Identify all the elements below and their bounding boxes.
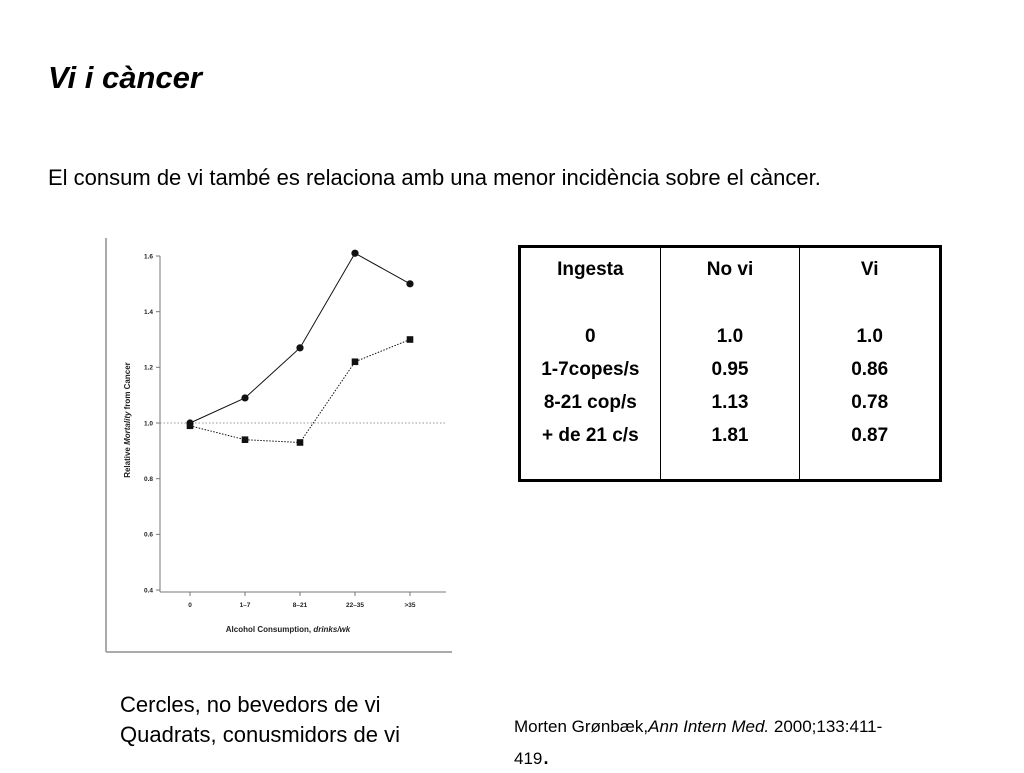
x-axis-label-unit: drinks/wk [313, 625, 350, 634]
x-tick-label: >35 [404, 602, 415, 609]
table-cell: 8-21 cop/s [543, 392, 637, 413]
circle-marker [351, 249, 359, 257]
x-tick-label: 1–7 [240, 602, 251, 609]
y-axis-label: Relative Mortality from Cancer [123, 362, 132, 478]
citation-ref-end: 419 [514, 749, 543, 768]
circle-marker [241, 394, 249, 402]
citation: Morten Grønbæk,Ann Intern Med. 2000;133:… [514, 713, 954, 773]
y-tick-label: 1.6 [144, 253, 153, 260]
table-cell: 1-7copes/s [541, 359, 640, 380]
y-axis-label-italic: Mortality [123, 411, 132, 445]
table-cell: 1.13 [711, 392, 749, 413]
x-tick-label: 8–21 [293, 602, 308, 609]
circle-series-line [189, 252, 411, 424]
citation-journal: Ann Intern Med. [648, 717, 770, 736]
table-cell: 1.0 [716, 326, 744, 347]
table-cell: 0 [585, 326, 596, 347]
table-cell: 0.86 [851, 359, 889, 380]
square-marker [406, 336, 414, 343]
square-marker [351, 358, 359, 366]
x-tick-label: 0 [188, 602, 192, 609]
legend-note-squares: Quadrats, conusmidors de vi [120, 722, 401, 747]
square-marker [241, 436, 249, 443]
table-cell: 1.0 [856, 326, 883, 347]
square-series-line [189, 339, 411, 443]
y-tick-label: 0.8 [144, 476, 153, 483]
table-header: No vi [706, 259, 754, 280]
table-column-vi: Vi 1.0 0.86 0.78 0.87 [799, 248, 939, 479]
x-axis-label-main: Alcohol Consumption, [226, 625, 314, 634]
legend-note: Cercles, no bevedors de vi Quadrats, con… [120, 690, 400, 750]
y-tick-label: 0.6 [144, 532, 153, 539]
table-cell: + de 21 c/s [542, 425, 639, 446]
mortality-line-chart: 0.4 0.6 0.8 1.0 1.2 1.4 1.6 0 1–7 8–21 22–35 >35 Al… [105, 238, 452, 653]
table-cell: 1.81 [711, 425, 749, 446]
y-tick-label: 1.2 [144, 365, 153, 372]
square-marker [296, 439, 304, 446]
table-column-no-vi: No vi 1.0 0.95 1.13 1.81 [659, 248, 800, 479]
data-table: Ingesta 0 1-7copes/s 8-21 cop/s + de 21 … [518, 245, 942, 482]
citation-ref: 2000;133:411- [773, 717, 883, 736]
citation-end-period: . [542, 740, 550, 770]
table-column-ingesta: Ingesta 0 1-7copes/s 8-21 cop/s + de 21 … [521, 248, 660, 479]
circle-marker [406, 280, 414, 288]
table-header: Vi [860, 259, 879, 280]
circle-marker [296, 344, 304, 352]
table-header: Ingesta [557, 259, 624, 280]
slide-subtitle: El consum de vi també es relaciona amb u… [48, 165, 821, 190]
legend-note-circles: Cercles, no bevedors de vi [120, 692, 381, 717]
slide-title: Vi i càncer [48, 60, 202, 95]
table-cell: 0.95 [711, 359, 749, 380]
x-axis-label: Alcohol Consumption, drinks/wk [226, 625, 351, 634]
square-marker [186, 422, 194, 430]
y-tick-label: 1.0 [144, 420, 153, 427]
y-tick-label: 1.4 [144, 309, 153, 316]
y-tick-label: 0.4 [144, 587, 153, 594]
y-axis-label-pre: Relative [123, 445, 132, 478]
x-tick-label: 22–35 [346, 602, 364, 609]
citation-author: Morten Grønbæk, [514, 717, 649, 736]
table-cell: 0.87 [851, 425, 889, 446]
y-axis-label-post: from Cancer [123, 362, 132, 411]
table-cell: 0.78 [851, 392, 889, 413]
